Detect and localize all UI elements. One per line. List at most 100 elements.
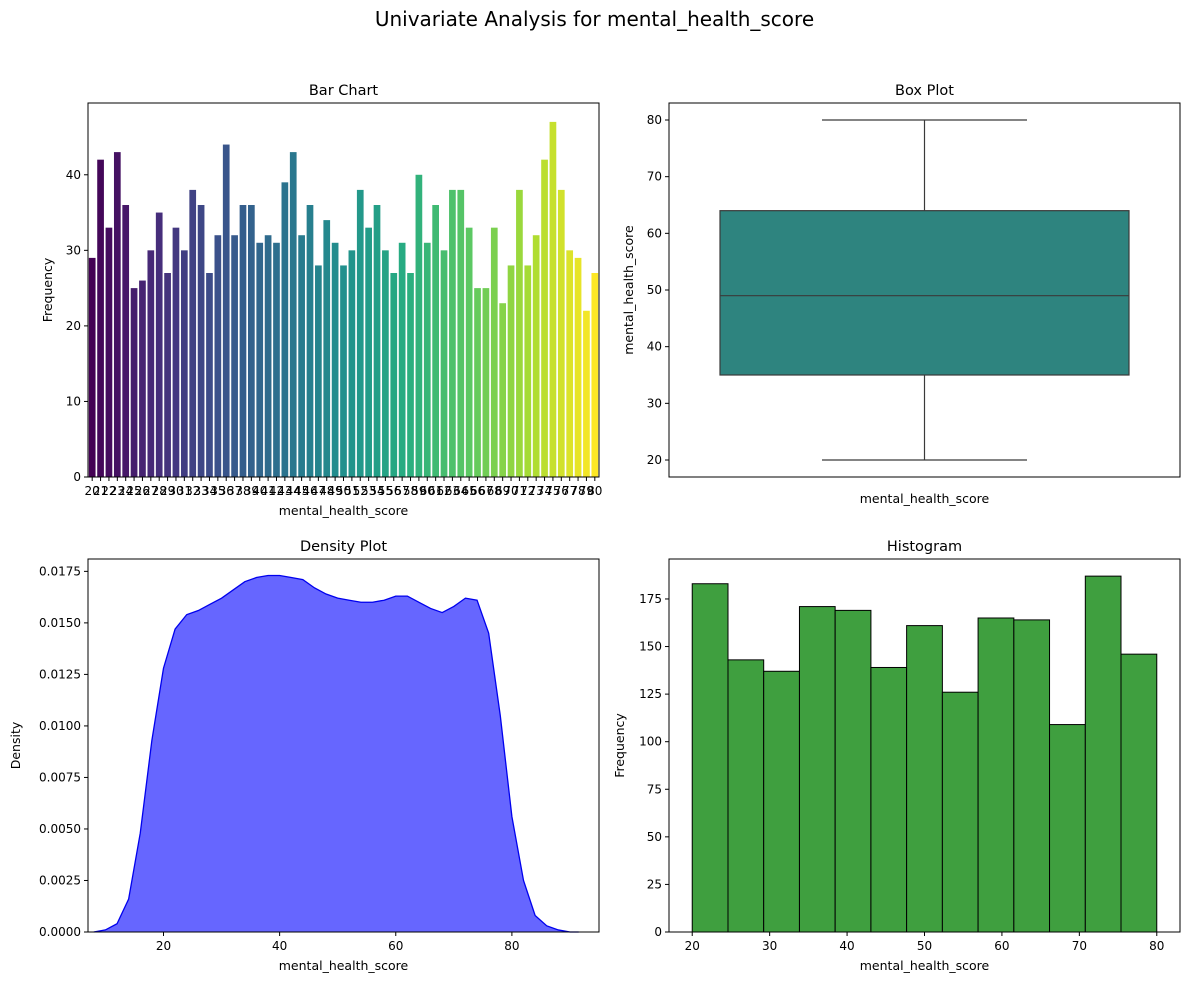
y-tick-label: 0.0125 [39, 667, 81, 681]
x-tick-label: 51 [344, 484, 359, 498]
histogram-bin [941, 691, 979, 933]
bar [298, 235, 305, 477]
y-tick-label: 0.0100 [39, 719, 81, 733]
x-tick-label: 64 [453, 484, 468, 498]
chart-title: Bar Chart [309, 83, 379, 99]
bar [122, 205, 130, 477]
bar [356, 189, 364, 477]
bar [306, 205, 314, 477]
bar [231, 235, 238, 477]
chart-title: Histogram [887, 539, 962, 555]
x-tick-label: 80 [1149, 939, 1164, 953]
x-tick-label: 38 [235, 484, 250, 498]
x-tick-label: 54 [369, 484, 384, 498]
bar-chart-panel: Bar Chart2021222324252627282930313233343… [40, 83, 602, 518]
y-axis-label: mental_health_score [621, 225, 636, 355]
bar [155, 212, 163, 478]
bar [214, 235, 222, 477]
bar [88, 257, 96, 477]
x-tick-label: 62 [436, 484, 451, 498]
x-tick-label: 61 [428, 484, 443, 498]
bar [273, 242, 280, 477]
x-tick-label: 40 [839, 939, 854, 953]
y-tick-label: 30 [66, 243, 81, 257]
bar [490, 227, 498, 477]
box-plot-panel: Box Plot 20 30 40 50 60 70 80 mental_health_scor… [621, 83, 1181, 506]
bar [147, 250, 155, 477]
x-axis-label: mental_health_score [860, 958, 990, 973]
bar [566, 250, 574, 477]
x-tick-label: 69 [495, 484, 510, 498]
y-tick-label: 0 [654, 925, 662, 939]
y-tick-label: 175 [639, 592, 662, 606]
box-iqr [719, 210, 1130, 376]
x-tick-label: 29 [160, 484, 175, 498]
x-tick-label: 57 [394, 484, 409, 498]
x-tick-label: 41 [260, 484, 275, 498]
axes-frame [668, 558, 1181, 933]
y-tick-label: 125 [639, 687, 662, 701]
x-tick-label: 25 [126, 484, 141, 498]
bar [407, 273, 414, 477]
x-tick-label: 80 [587, 484, 602, 498]
x-tick-label: 34 [202, 484, 217, 498]
bar [130, 288, 138, 477]
bar [541, 159, 548, 477]
x-tick-label: 59 [411, 484, 426, 498]
x-tick-label: 71 [512, 484, 527, 498]
x-tick-label: 44 [286, 484, 301, 498]
bar [583, 310, 590, 477]
bar [415, 174, 423, 477]
x-tick-label: 49 [327, 484, 342, 498]
chart-title: Density Plot [300, 539, 387, 555]
x-tick-label: 63 [445, 484, 460, 498]
bar [256, 242, 264, 477]
bar [373, 205, 381, 477]
x-tick-label: 68 [487, 484, 502, 498]
x-tick-label: 60 [388, 939, 403, 953]
axes-frame [87, 558, 600, 933]
y-tick-label: 50 [647, 283, 662, 297]
bar [390, 273, 398, 477]
bar [532, 235, 540, 477]
density-area [93, 575, 579, 932]
bar [239, 205, 247, 477]
bar [482, 288, 490, 477]
axes-frame [87, 102, 600, 478]
bar [398, 242, 406, 477]
x-tick-label: 58 [403, 484, 418, 498]
chart-title: Box Plot [895, 83, 954, 99]
x-tick-label: 22 [101, 484, 116, 498]
bar [499, 303, 507, 477]
bar [516, 189, 523, 477]
x-tick-label: 45 [294, 484, 309, 498]
y-tick-label: 0 [73, 470, 81, 484]
histogram-panel: Histogram 0 25 50 75 100 125 150 175 20 30 40 50 60 70… [612, 539, 1181, 973]
x-tick-label: 27 [143, 484, 158, 498]
bar [423, 242, 431, 477]
x-tick-label: 78 [570, 484, 585, 498]
x-tick-label: 23 [110, 484, 125, 498]
bar [164, 273, 171, 477]
y-tick-label: 0.0175 [39, 564, 81, 578]
x-tick-label: 65 [462, 484, 477, 498]
x-tick-label: 52 [353, 484, 368, 498]
bar [365, 227, 372, 477]
bar [172, 227, 180, 477]
y-tick-label: 20 [647, 453, 662, 467]
y-axis-label: Frequency [40, 257, 55, 322]
bar [557, 189, 565, 477]
x-tick-label: 60 [994, 939, 1009, 953]
bar [206, 273, 213, 477]
histogram-bin [1120, 653, 1158, 933]
histogram-bin [691, 583, 729, 933]
bar [113, 152, 121, 477]
y-tick-label: 0.0000 [39, 925, 81, 939]
bar [440, 250, 448, 477]
bar [591, 273, 599, 477]
bar [457, 189, 465, 477]
y-tick-label: 100 [639, 735, 662, 749]
y-axis-label: Density [8, 721, 23, 769]
x-tick-label: 40 [272, 939, 287, 953]
